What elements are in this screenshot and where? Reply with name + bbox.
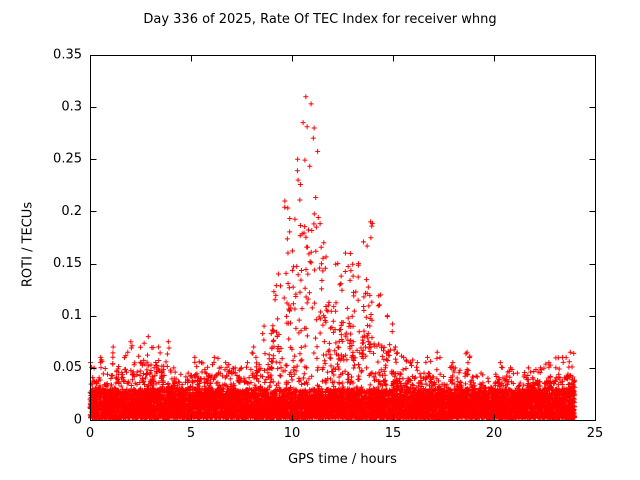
x-axis-label: GPS time / hours bbox=[288, 452, 397, 467]
chart-title: Day 336 of 2025, Rate Of TEC Index for r… bbox=[143, 12, 497, 27]
y-axis-label: ROTI / TECUs bbox=[20, 201, 36, 288]
